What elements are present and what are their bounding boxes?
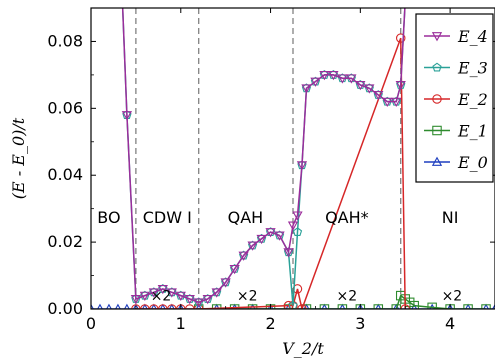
data-point-E_4-27 [337, 74, 348, 84]
y-tick-label-2: 0.04 [47, 165, 83, 184]
legend: E_4 E_3 E_2 E_1 E_0 [415, 13, 494, 183]
data-point-E_4-25 [319, 70, 330, 81]
series-line-E_1 [198, 294, 487, 309]
x-tick-label-0: 0 [86, 314, 96, 333]
x-tick-label-3: 3 [355, 314, 365, 333]
data-point-E_4-3 [139, 291, 151, 301]
data-point-E_2-12 [395, 33, 406, 43]
x-tick-label-1: 1 [176, 314, 186, 333]
data-point-E_4-35 [401, 0, 409, 6]
data-point-E_4-13 [229, 264, 240, 275]
data-point-E_4-9 [193, 298, 204, 308]
data-point-E_4-32 [382, 97, 393, 107]
series-line-E_2 [135, 37, 406, 309]
data-point-E_3-0 [118, 0, 126, 5]
plot-frame [90, 7, 495, 310]
phase-label-0: BO [97, 208, 120, 227]
legend-label-E_4: E_4 [457, 27, 488, 46]
data-point-E_4-10 [202, 295, 213, 305]
phase-boundaries [135, 8, 402, 309]
data-point-E_4-16 [256, 234, 267, 245]
data-point-E_4-15 [247, 241, 258, 251]
legend-marker-E_2 [432, 94, 442, 104]
phase-labels: BO CDW I QAH QAH* NI ×2 ×2 ×2 ×2 [97, 208, 462, 305]
x-tick-label-2: 2 [265, 314, 275, 333]
data-point-E_4-4 [148, 288, 159, 298]
y-tick-label-4: 0.08 [47, 31, 83, 50]
data-point-E_4-14 [238, 251, 249, 261]
data-point-E_4-24 [310, 77, 321, 87]
y-tick-label-0: 0.00 [47, 299, 83, 318]
series-line-E_4 [121, 8, 406, 304]
data-point-E_1-16 [427, 302, 437, 309]
data-point-E_4-31 [373, 91, 384, 101]
legend-marker-E_3 [432, 62, 442, 72]
data-point-E_3-20 [288, 300, 298, 309]
data-point-E_4-28 [346, 74, 357, 84]
phase-label-4: NI [442, 208, 459, 227]
data-point-E_4-23 [301, 84, 312, 94]
data-point-E_4-22 [296, 161, 308, 171]
data-point-E_4-0 [118, 0, 126, 6]
x-tick-label-4: 4 [445, 314, 455, 333]
data-point-E_4-18 [274, 231, 285, 241]
data-point-E_4-19 [283, 248, 294, 258]
data-point-E_1-15 [409, 300, 419, 309]
legend-label-E_3: E_3 [457, 59, 488, 78]
y-tick-label-3: 0.06 [47, 98, 83, 117]
data-point-E_4-30 [364, 84, 375, 94]
multiplicity-label-3: ×2 [442, 289, 463, 305]
data-point-E_4-6 [166, 288, 177, 298]
legend-box [415, 13, 494, 183]
series-E_2 [131, 33, 410, 309]
phase-label-1: CDW I [143, 208, 192, 227]
data-point-E_4-20 [287, 221, 299, 231]
data-point-E_4-33 [391, 97, 402, 107]
phase-label-2: QAH [228, 208, 264, 227]
data-point-E_4-8 [184, 295, 195, 305]
axes: 0 1 2 3 4 0.00 0.02 0.04 0.06 0.08 V_2/t (E - E_0)/… [9, 8, 495, 358]
data-point-E_3-35 [401, 0, 409, 5]
data-point-E_4-5 [157, 285, 168, 295]
legend-label-E_0: E_0 [457, 153, 488, 172]
data-point-E_4-26 [328, 70, 339, 81]
data-point-E_4-2 [130, 295, 142, 305]
data-point-E_4-36 [406, 0, 414, 6]
x-axis-label: V_2/t [282, 339, 324, 358]
data-point-E_3-36 [406, 0, 414, 5]
data-point-E_3-21 [292, 227, 303, 237]
data-point-E_4-17 [265, 228, 276, 238]
legend-marker-E_1 [432, 125, 442, 136]
data-point-E_4-12 [220, 278, 231, 288]
y-axis-label: (E - E_0)/t [9, 117, 28, 199]
phase-label-3: QAH* [325, 208, 369, 227]
legend-marker-E_0 [431, 156, 443, 166]
data-point-E_4-34 [395, 81, 406, 91]
multiplicity-label-2: ×2 [337, 289, 358, 305]
y-tick-label-1: 0.02 [47, 232, 83, 251]
data-point-E_4-11 [211, 288, 222, 298]
data-point-E_4-21 [292, 211, 303, 221]
legend-label-E_2: E_2 [457, 90, 488, 109]
data-point-E_4-7 [175, 291, 186, 301]
series-E_4 [118, 0, 414, 308]
legend-marker-E_4 [431, 32, 443, 42]
legend-label-E_1: E_1 [457, 122, 488, 141]
multiplicity-label-1: ×2 [237, 289, 258, 305]
series-E_3 [118, 0, 414, 309]
series-line-E_3 [121, 8, 406, 306]
data-point-E_4-1 [121, 111, 133, 121]
data-point-E_4-29 [355, 81, 366, 91]
multiplicity-label-0: ×2 [151, 289, 172, 305]
